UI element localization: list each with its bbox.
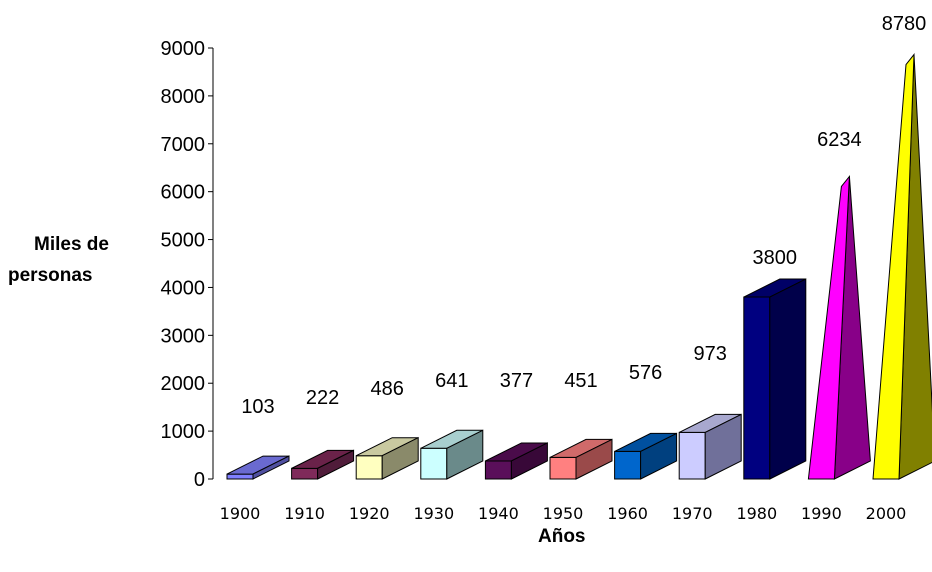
x-tick-label: 1990 — [801, 504, 842, 523]
bar-side-face — [381, 436, 419, 480]
x-tick-label: 1940 — [478, 504, 519, 523]
x-axis-tick-labels: 1900 1910 1920 1930 1940 1950 1960 1970 1980 1990… — [220, 504, 907, 523]
x-tick-label: 2000 — [866, 504, 907, 523]
data-label: 641 — [435, 370, 468, 392]
data-label: 486 — [371, 378, 404, 400]
y-tick-label: 8000 — [161, 86, 206, 108]
bar-1990 — [807, 174, 871, 480]
data-label: 576 — [629, 362, 662, 384]
data-label: 377 — [500, 370, 533, 392]
y-tick-label: 0 — [194, 469, 205, 491]
bar-front-face — [549, 456, 577, 480]
bar-front-face — [420, 447, 448, 480]
y-tick-label: 9000 — [161, 38, 206, 60]
bar-side-face — [446, 429, 484, 480]
bar-1920 — [355, 436, 419, 480]
bar-side-face — [704, 413, 742, 480]
bar-2000 — [872, 53, 932, 480]
bar-1970 — [678, 413, 742, 480]
y-axis: 0 1000 2000 3000 4000 5000 6000 7000 8000 9000 — [161, 38, 214, 491]
y-tick-label: 2000 — [161, 373, 206, 395]
bar-1940 — [484, 442, 548, 480]
x-axis-title: Años — [538, 526, 586, 547]
x-tick-label: 1950 — [543, 504, 584, 523]
data-label: 451 — [564, 370, 597, 392]
bar-side-face — [252, 455, 290, 480]
bar-front-face — [484, 460, 512, 480]
x-tick-label: 1970 — [672, 504, 713, 523]
bar-front-face — [291, 467, 319, 480]
bar-1960 — [614, 432, 678, 480]
data-label: 3800 — [753, 247, 798, 269]
x-tick-label: 1980 — [736, 504, 777, 523]
bar-1980 — [743, 278, 807, 480]
data-label: 8780 — [882, 13, 927, 35]
y-axis-title-line1: Miles de — [34, 234, 109, 255]
y-axis-title-line2: personas — [8, 265, 92, 286]
bar-front-face — [678, 431, 706, 480]
bar-side-face — [640, 432, 678, 480]
bars — [226, 53, 932, 480]
x-tick-label: 1910 — [284, 504, 325, 523]
data-label: 6234 — [817, 129, 862, 151]
bar-1930 — [420, 429, 484, 480]
y-tick-label: 3000 — [161, 325, 206, 347]
data-labels: 103 222 486 641 377 451 576 973 3800 6234 8780 — [241, 13, 926, 418]
x-tick-label: 1920 — [349, 504, 390, 523]
x-tick-label: 1930 — [413, 504, 454, 523]
bar-side-face — [317, 449, 355, 480]
bar-front-face — [872, 53, 915, 480]
bar-front-face — [807, 174, 850, 480]
bar-1910 — [291, 449, 355, 480]
x-tick-label: 1960 — [607, 504, 648, 523]
y-tick-label: 5000 — [161, 230, 206, 252]
x-tick-label: 1900 — [220, 504, 261, 523]
bar-1900 — [226, 455, 290, 480]
bar-1950 — [549, 438, 613, 480]
bar-side-face — [510, 442, 548, 480]
bar-front-face — [743, 296, 771, 480]
data-label: 103 — [241, 396, 274, 418]
y-tick-label: 6000 — [161, 182, 206, 204]
data-label: 973 — [694, 343, 727, 365]
bar-front-face — [614, 450, 642, 480]
y-tick-label: 1000 — [161, 421, 206, 443]
bar-side-face — [769, 278, 807, 480]
bar-front-face — [226, 473, 254, 480]
y-tick-label: 4000 — [161, 277, 206, 299]
data-label: 222 — [306, 387, 339, 409]
bar-side-face — [575, 438, 613, 480]
y-tick-label: 7000 — [161, 134, 206, 156]
bar-front-face — [355, 455, 383, 480]
